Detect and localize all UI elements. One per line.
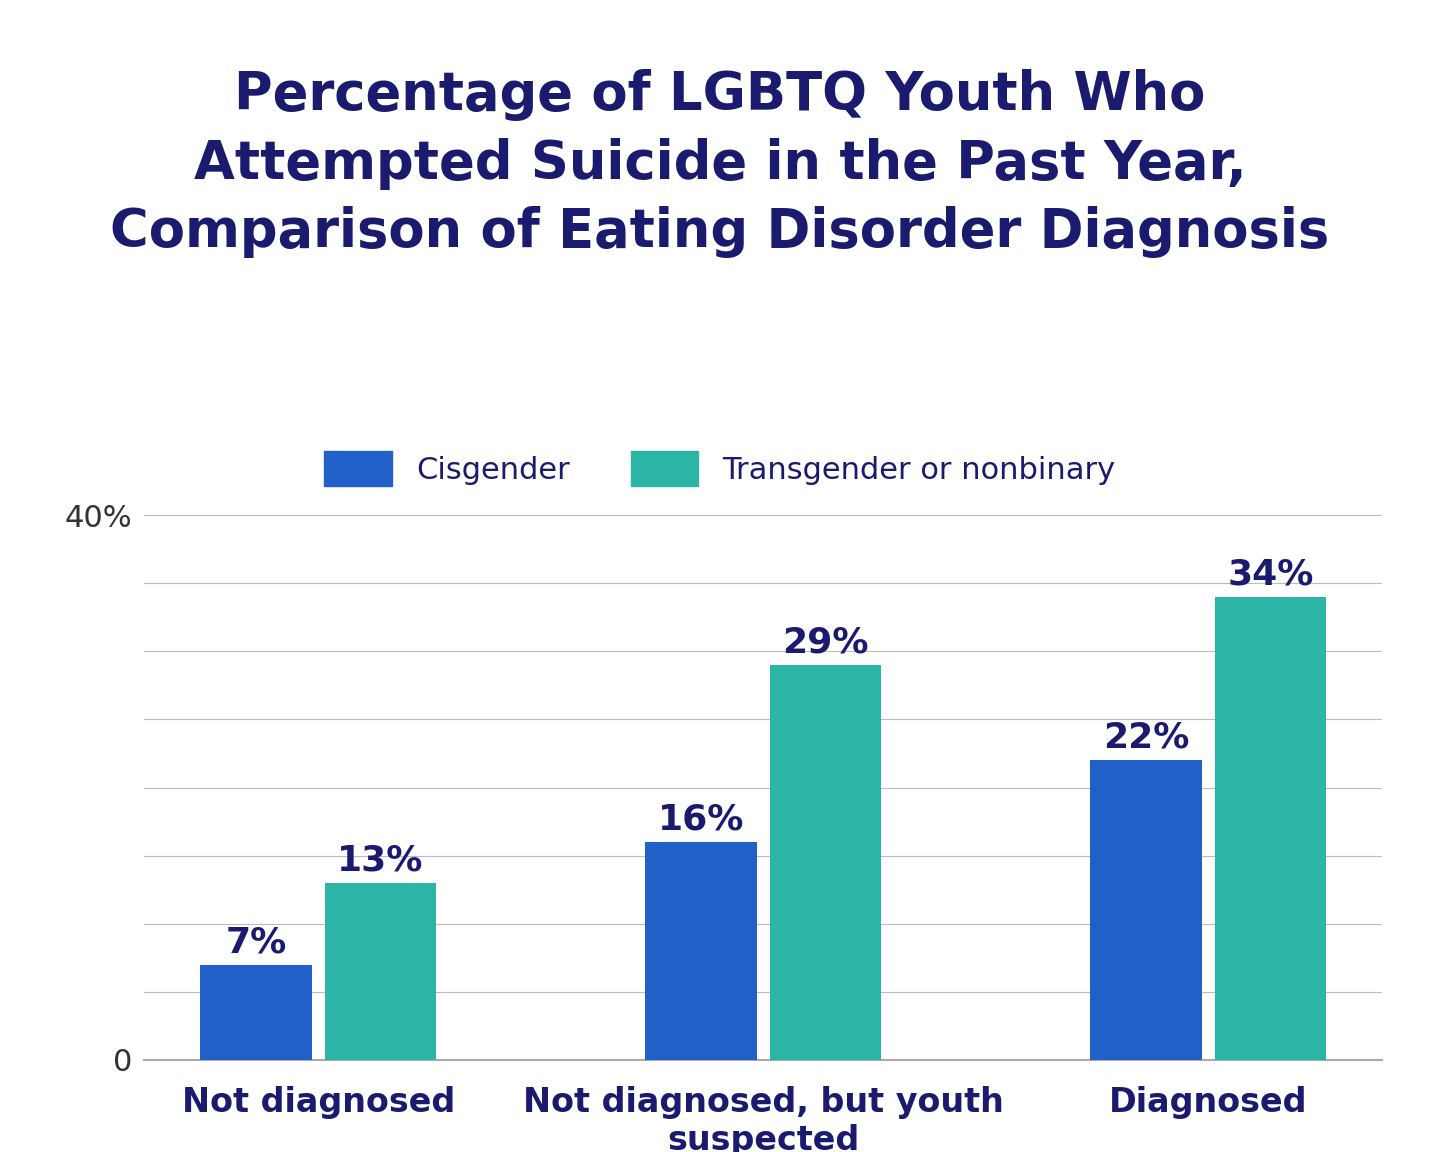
- Bar: [1090, 760, 1201, 1060]
- Bar: [200, 964, 311, 1060]
- Bar: [770, 665, 881, 1060]
- Text: 13%: 13%: [337, 843, 423, 878]
- Text: 29%: 29%: [782, 626, 868, 660]
- Text: 16%: 16%: [658, 803, 744, 836]
- Legend: Cisgender, Transgender or nonbinary: Cisgender, Transgender or nonbinary: [310, 435, 1130, 501]
- Text: Percentage of LGBTQ Youth Who
Attempted Suicide in the Past Year,
Comparison of : Percentage of LGBTQ Youth Who Attempted …: [111, 69, 1329, 258]
- Text: 22%: 22%: [1103, 721, 1189, 755]
- Bar: [1215, 597, 1326, 1060]
- Text: 7%: 7%: [225, 925, 287, 960]
- Bar: [645, 842, 756, 1060]
- Bar: [325, 882, 436, 1060]
- Text: 34%: 34%: [1227, 558, 1313, 591]
